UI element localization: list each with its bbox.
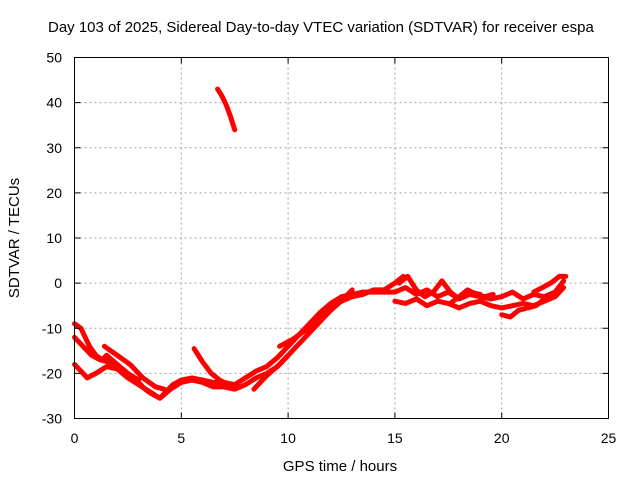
y-tick-label: -20: [42, 365, 62, 381]
series-track-4: [101, 343, 167, 392]
x-tick-label: 0: [71, 430, 79, 446]
y-tick-label: -30: [42, 411, 62, 427]
chart-title: Day 103 of 2025, Sidereal Day-to-day VTE…: [48, 19, 594, 36]
x-tick-label: 20: [494, 430, 510, 446]
x-tick-label: 25: [601, 430, 617, 446]
x-tick-label: 15: [387, 430, 403, 446]
axis-ticks: 0 5 10 15 20 25 -30 -20 -10 0 10 20 30 40 50: [42, 50, 617, 447]
series-track-13: [447, 287, 496, 306]
y-tick-label: 0: [54, 275, 62, 291]
series-track-8: [215, 86, 238, 133]
y-tick-label: 20: [46, 185, 62, 201]
y-tick-label: 50: [46, 50, 62, 66]
data-series: [72, 86, 569, 401]
series-track-14: [531, 273, 569, 295]
x-tick-label: 10: [280, 430, 296, 446]
x-axis-title: GPS time / hours: [283, 458, 397, 475]
x-tick-label: 5: [177, 430, 185, 446]
y-tick-label: 40: [46, 95, 62, 111]
series-track-7: [277, 273, 406, 349]
y-tick-label: -10: [42, 320, 62, 336]
y-tick-label: 10: [46, 230, 62, 246]
series-track-2: [72, 352, 291, 401]
y-tick-label: 30: [46, 140, 62, 156]
series-track-1: [72, 289, 398, 401]
series-track-12: [499, 285, 564, 320]
series-track-3: [72, 334, 142, 383]
series-track-5: [191, 346, 238, 390]
y-axis-title: SDTVAR / TECUs: [6, 178, 23, 298]
grid-lines: [74, 57, 609, 419]
